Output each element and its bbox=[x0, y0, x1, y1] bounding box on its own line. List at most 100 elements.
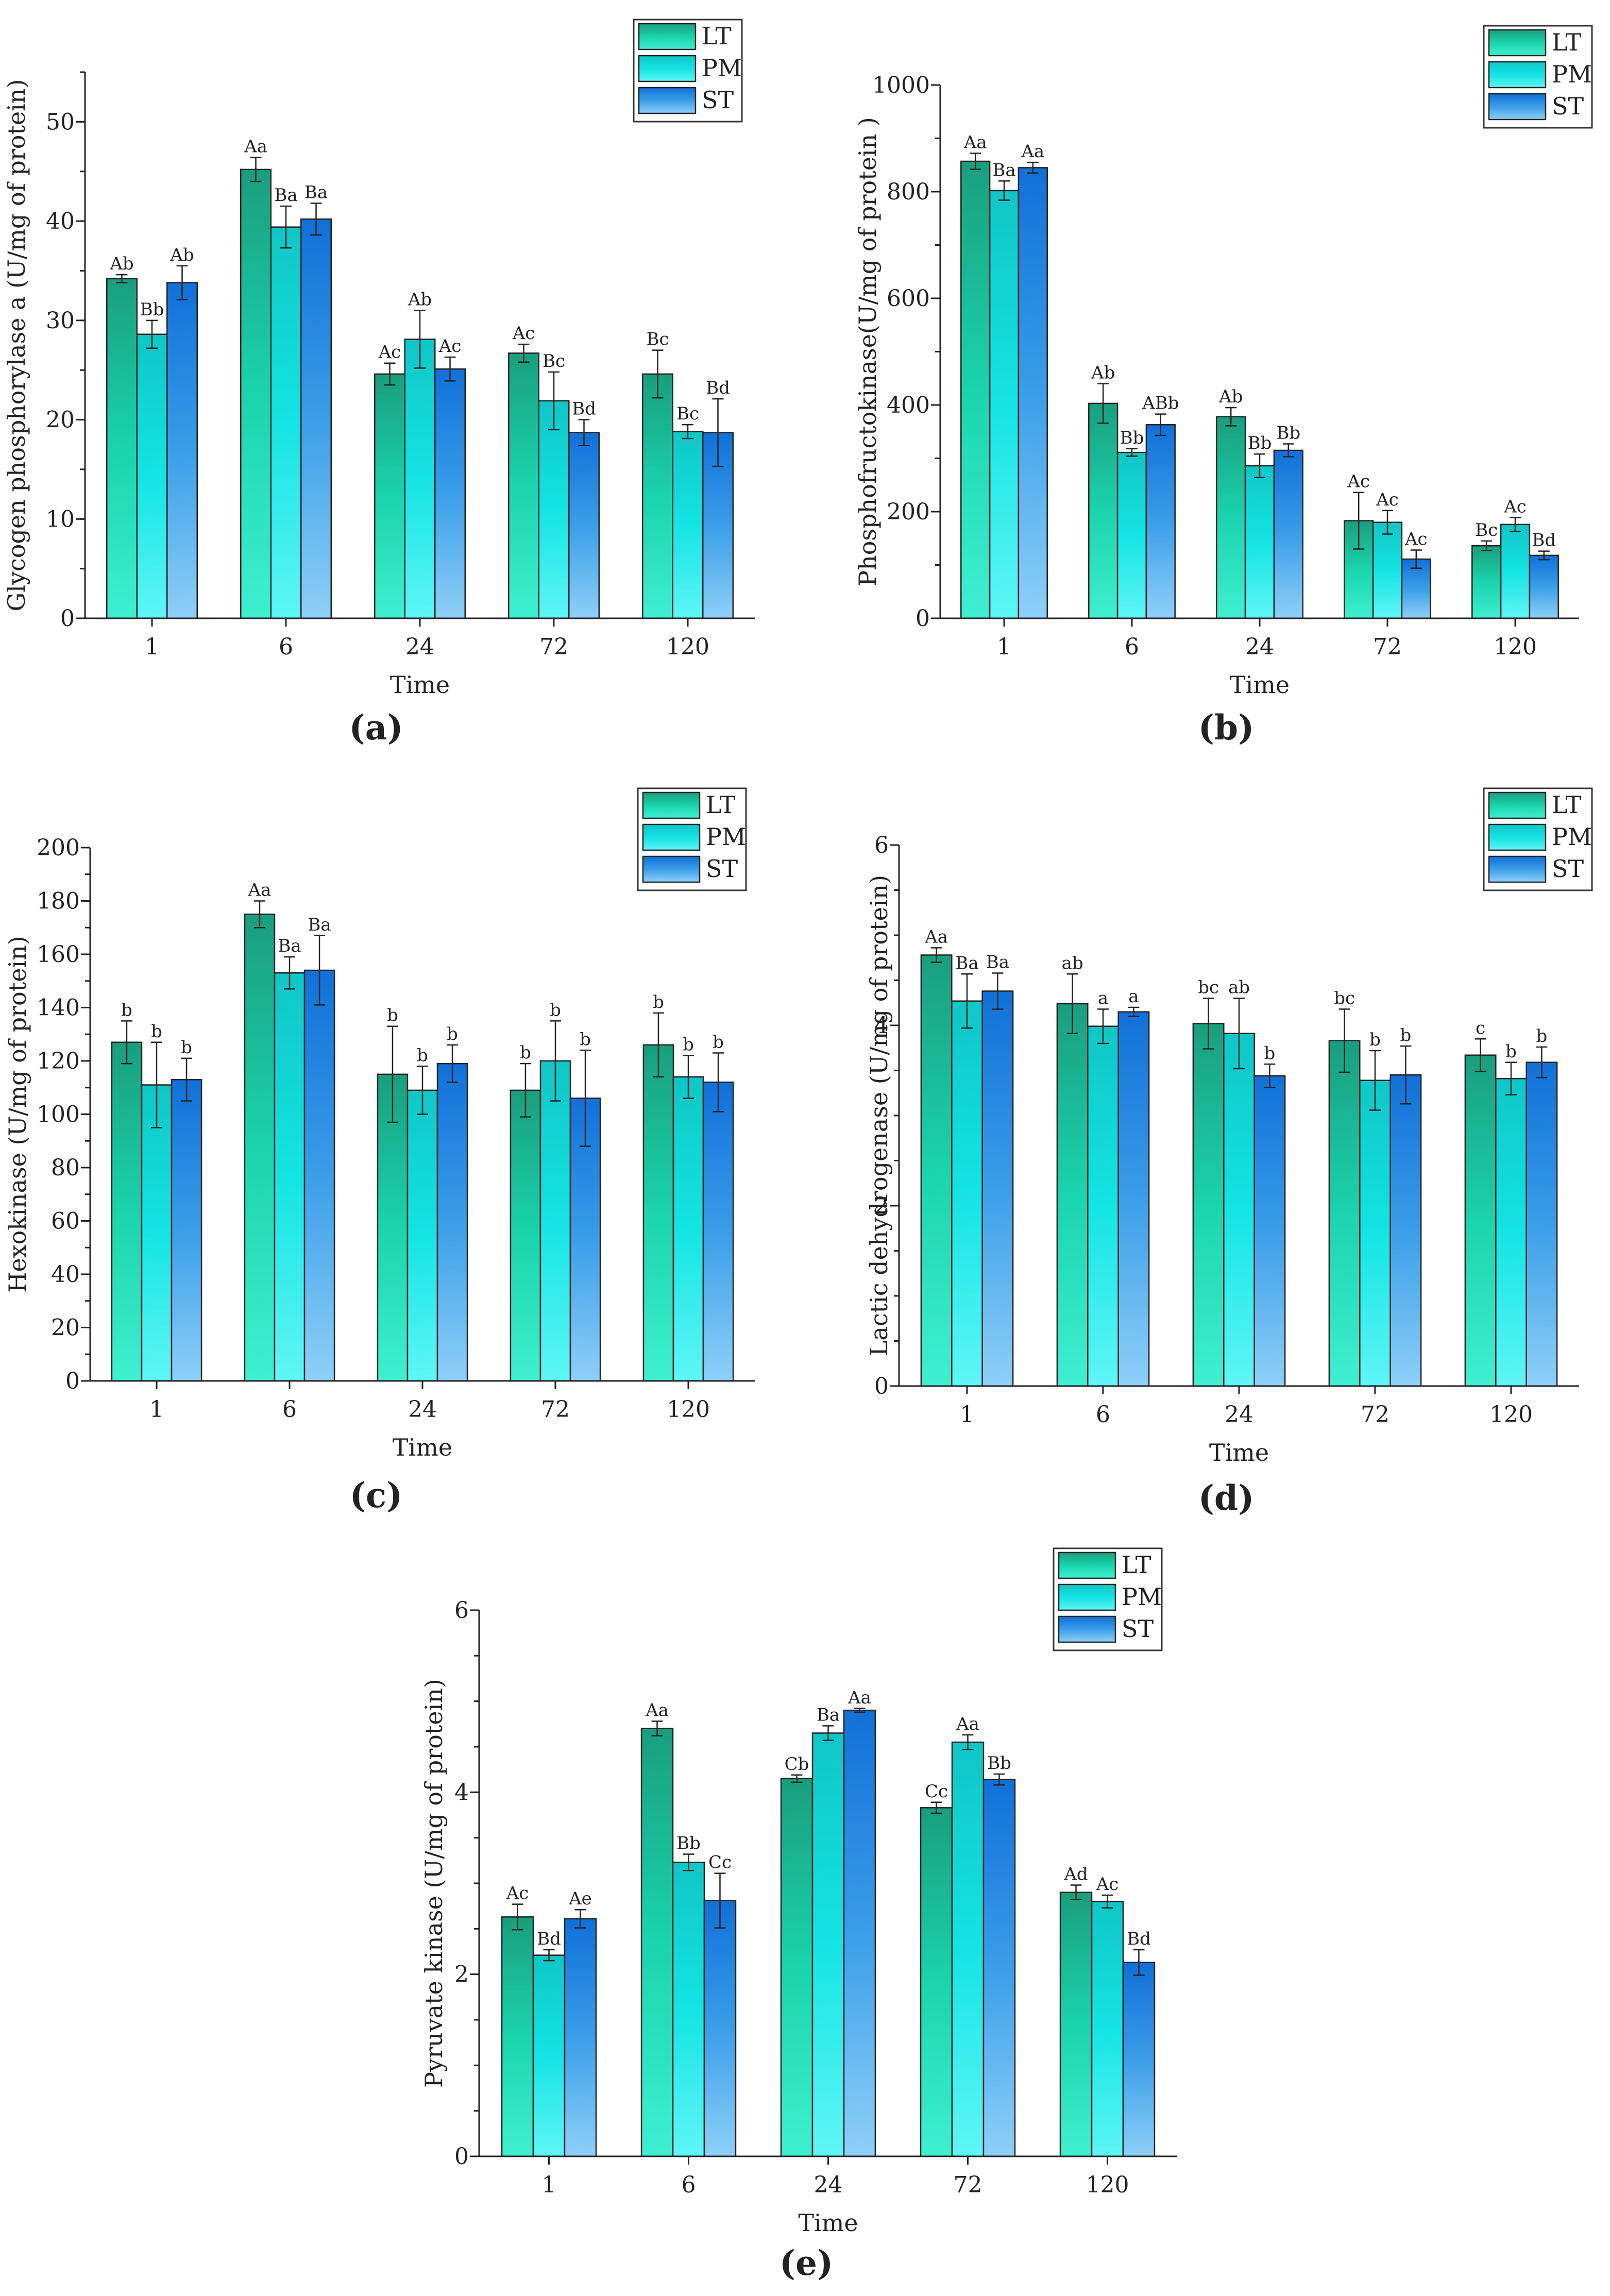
error-bar-pm-6 bbox=[1126, 448, 1138, 457]
significance-label: b bbox=[447, 1024, 458, 1044]
error-bar-st-120 bbox=[1536, 1046, 1548, 1078]
significance-label: Ac bbox=[512, 323, 535, 344]
y-tick-label: 40 bbox=[51, 1261, 80, 1288]
x-tick-label: 1 bbox=[149, 1396, 164, 1423]
significance-label: Bd bbox=[1127, 1929, 1151, 1949]
bar-st-24 bbox=[1253, 1075, 1286, 1387]
y-tick-label: 60 bbox=[51, 1208, 80, 1235]
error-bar-lt-72 bbox=[519, 1062, 531, 1118]
error-bar-pm-24 bbox=[1254, 453, 1265, 479]
bar-st-72 bbox=[1401, 558, 1431, 619]
legend-swatch-st bbox=[642, 855, 701, 883]
error-bar-lt-6 bbox=[253, 900, 265, 928]
bar-lt-1 bbox=[111, 1041, 143, 1382]
bar-pm-24 bbox=[1223, 1033, 1255, 1387]
legend-swatch-st bbox=[1488, 93, 1547, 121]
bar-st-1 bbox=[166, 282, 198, 619]
y-tick-label: 4 bbox=[454, 1779, 469, 1805]
error-bar-lt-120 bbox=[1481, 540, 1493, 551]
error-bar-pm-6 bbox=[1097, 1008, 1109, 1044]
significance-label: Bc bbox=[646, 329, 669, 350]
panel-label: (e) bbox=[779, 2243, 833, 2283]
y-tick-label: 10 bbox=[46, 506, 75, 532]
error-bar-lt-24 bbox=[791, 1774, 803, 1783]
error-bar-lt-1 bbox=[121, 1020, 132, 1065]
x-axis-title: Time bbox=[390, 671, 450, 699]
error-bar-pm-24 bbox=[822, 1725, 834, 1741]
significance-label: Bc bbox=[1475, 520, 1498, 541]
bar-lt-1 bbox=[960, 160, 991, 619]
significance-label: b bbox=[121, 1000, 132, 1020]
error-bar-st-24 bbox=[854, 1708, 866, 1713]
x-tick-label: 6 bbox=[282, 1396, 297, 1423]
significance-label: Bb bbox=[1120, 428, 1144, 448]
significance-label: Ac bbox=[1503, 496, 1527, 517]
legend-label-pm: PM bbox=[702, 54, 742, 82]
y-tick-label: 160 bbox=[37, 941, 80, 968]
error-bar-st-6 bbox=[1128, 1006, 1140, 1017]
legend-swatch-pm bbox=[1488, 61, 1547, 89]
significance-label: Aa bbox=[956, 1714, 979, 1734]
significance-label: Ab bbox=[109, 254, 133, 274]
error-bar-st-6 bbox=[310, 202, 322, 236]
error-bar-st-24 bbox=[447, 1044, 459, 1083]
significance-label: Bd bbox=[706, 378, 730, 398]
legend-label-lt: LT bbox=[1122, 1551, 1151, 1579]
significance-label: Ad bbox=[1063, 1864, 1088, 1885]
error-bar-st-6 bbox=[1155, 413, 1166, 436]
bar-pm-1 bbox=[141, 1084, 173, 1382]
significance-label: Aa bbox=[924, 927, 948, 948]
error-bar-lt-6 bbox=[651, 1720, 663, 1737]
error-bar-pm-72 bbox=[1382, 510, 1393, 535]
y-axis-title: Phosphofructokinase(U/mg of protein ) bbox=[854, 117, 882, 586]
bar-st-120 bbox=[1526, 1061, 1558, 1387]
significance-label: Ba bbox=[278, 936, 301, 956]
chart-panel-a: Ab Bb Ab 1 Aa Ba Ba 6 Ac Ab Ac 24 Ac Bc Bd 72 Bc Bc Bd 120 0… bbox=[3, 19, 755, 748]
significance-label: Aa bbox=[645, 1700, 669, 1721]
error-bar-st-120 bbox=[713, 1052, 724, 1112]
error-bar-lt-24 bbox=[386, 1025, 398, 1123]
bar-st-6 bbox=[703, 1900, 737, 2157]
bar-lt-120 bbox=[642, 1044, 674, 1382]
y-tick-label: 0 bbox=[60, 605, 75, 632]
significance-label: Bc bbox=[676, 403, 699, 424]
significance-label: b bbox=[181, 1037, 192, 1058]
legend-label-lt: LT bbox=[1552, 791, 1582, 819]
bar-pm-120 bbox=[672, 431, 704, 619]
significance-label: b bbox=[1400, 1025, 1412, 1045]
significance-label: Ba bbox=[304, 182, 328, 202]
bar-st-6 bbox=[303, 969, 335, 1382]
y-tick-label: 800 bbox=[887, 179, 930, 205]
error-bar-lt-120 bbox=[652, 1012, 664, 1078]
error-bar-lt-120 bbox=[1070, 1884, 1082, 1901]
panel-label: (c) bbox=[350, 1475, 403, 1515]
y-tick-label: 600 bbox=[887, 285, 930, 312]
legend-label-st: ST bbox=[1552, 855, 1584, 883]
significance-label: Cc bbox=[708, 1852, 732, 1873]
error-bar-lt-72 bbox=[1338, 1008, 1350, 1073]
bar-pm-6 bbox=[1116, 451, 1147, 619]
y-tick-label: 40 bbox=[46, 208, 75, 234]
error-bar-lt-72 bbox=[930, 1801, 942, 1814]
error-bar-lt-24 bbox=[384, 362, 396, 386]
significance-label: Bb bbox=[676, 1833, 701, 1853]
error-bar-st-72 bbox=[993, 1773, 1005, 1786]
bar-lt-72 bbox=[508, 352, 539, 619]
legend-label-lt: LT bbox=[706, 791, 736, 819]
y-tick-label: 0 bbox=[916, 605, 930, 632]
bar-lt-6 bbox=[240, 168, 272, 619]
y-axis-title: Hexokinase (U/mg of protein) bbox=[4, 936, 31, 1292]
error-bar-lt-120 bbox=[652, 349, 664, 399]
error-bar-pm-72 bbox=[962, 1734, 974, 1750]
legend-swatch-lt bbox=[642, 791, 701, 819]
y-tick-label: 2 bbox=[454, 1962, 469, 1988]
significance-label: Ac bbox=[1096, 1874, 1119, 1895]
significance-label: Ab bbox=[1091, 363, 1115, 383]
legend-swatch-st bbox=[1488, 855, 1547, 883]
significance-label: b bbox=[1536, 1026, 1548, 1046]
x-tick-label: 24 bbox=[408, 1396, 437, 1423]
x-tick-label: 1 bbox=[542, 2172, 556, 2198]
bar-pm-72 bbox=[538, 400, 570, 619]
error-bar-pm-120 bbox=[682, 424, 693, 440]
x-tick-label: 120 bbox=[1086, 2172, 1129, 2198]
